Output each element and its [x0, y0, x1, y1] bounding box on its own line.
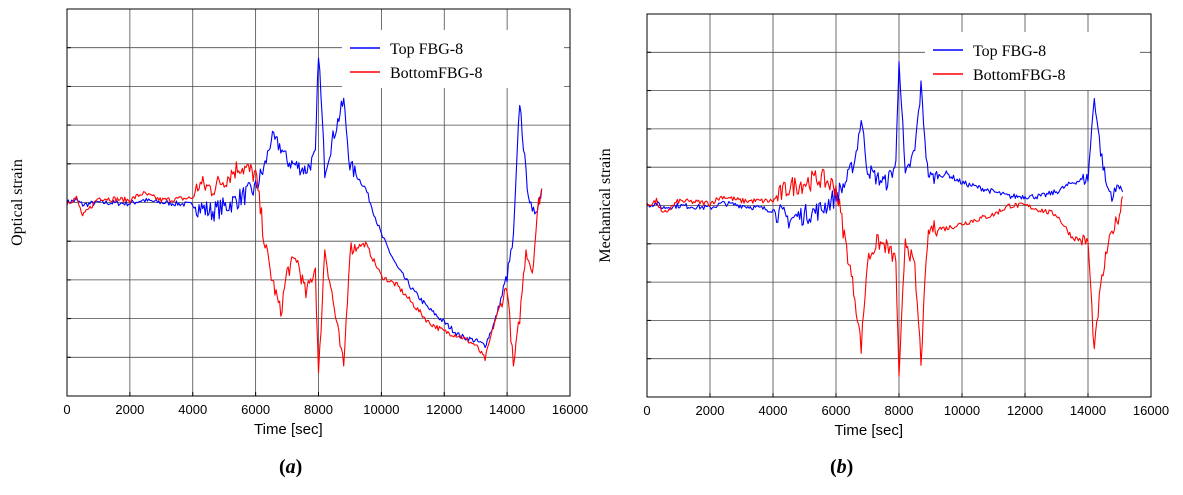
- chart-panel-b: 0 2000 4000 6000 8000 10000 12000 14000 16000 Tim…: [592, 0, 1183, 495]
- y-axis-label: Mechanical strain: [597, 148, 614, 262]
- x-tick-label: 8000: [885, 403, 914, 418]
- x-tick-label: 14000: [489, 402, 525, 417]
- x-tick-label: 0: [643, 403, 650, 418]
- chart-a-svg: 0 2000 4000 6000 8000 10000 12000 14000 16000 Tim…: [9, 8, 588, 438]
- x-tick-label: 10000: [944, 403, 980, 418]
- legend-box: [342, 30, 564, 88]
- x-tick-label: 12000: [1007, 403, 1043, 418]
- x-tick-label: 6000: [822, 403, 851, 418]
- x-tick-label: 4000: [759, 403, 788, 418]
- x-axis-label: Time [sec]: [254, 421, 323, 438]
- legend-box: [925, 32, 1140, 90]
- x-tick-label: 2000: [696, 403, 725, 418]
- legend-label: Top FBG-8: [973, 43, 1046, 60]
- x-tick-label: 6000: [241, 402, 270, 417]
- caption-a-letter: a: [285, 456, 296, 478]
- caption-a-close: ): [295, 456, 303, 478]
- series-line-bottom-fbg-8: [646, 168, 1124, 377]
- series-line-top-fbg-8: [646, 61, 1124, 229]
- x-axis-label: Time [sec]: [834, 422, 903, 439]
- caption-a: (a): [279, 456, 302, 479]
- series-line-bottom-fbg-8: [66, 161, 543, 374]
- y-axis-label: Optical strain: [9, 159, 26, 246]
- caption-b-letter: b: [836, 456, 847, 478]
- caption-b-close: ): [846, 456, 854, 478]
- caption-a-open: (: [279, 456, 286, 478]
- x-tick-label: 8000: [304, 402, 333, 417]
- x-tick-label: 14000: [1070, 403, 1106, 418]
- x-tick-label: 16000: [552, 402, 588, 417]
- caption-b: (b): [830, 456, 853, 479]
- x-tick-label: 16000: [1133, 403, 1169, 418]
- caption-b-open: (: [830, 456, 837, 478]
- x-tick-label: 10000: [363, 402, 399, 417]
- legend-label: BottomFBG-8: [973, 67, 1065, 84]
- chart-panel-a: 0 2000 4000 6000 8000 10000 12000 14000 16000 Tim…: [0, 0, 590, 495]
- x-tick-label: 4000: [178, 402, 207, 417]
- legend-label: BottomFBG-8: [390, 65, 482, 82]
- x-tick-label: 0: [63, 402, 70, 417]
- series-line-top-fbg-8: [66, 57, 543, 349]
- x-tick-label: 12000: [426, 402, 462, 417]
- chart-b-svg: 0 2000 4000 6000 8000 10000 12000 14000 16000 Tim…: [597, 13, 1169, 439]
- x-tick-label: 2000: [115, 402, 144, 417]
- legend-label: Top FBG-8: [390, 41, 463, 58]
